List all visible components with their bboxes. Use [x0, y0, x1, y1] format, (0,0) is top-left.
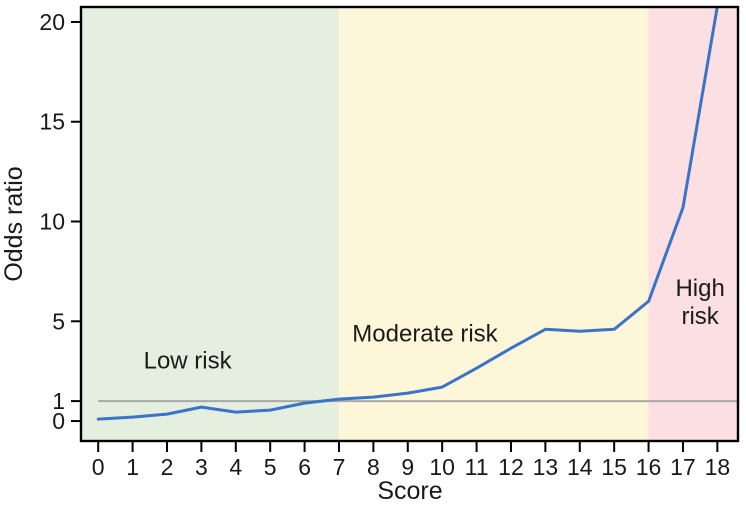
annotation-high-risk: risk: [681, 303, 719, 330]
x-tick-label: 5: [264, 454, 277, 480]
x-axis-title: Score: [377, 477, 442, 505]
x-tick-label: 13: [533, 454, 559, 480]
odds-ratio-trend-line: [96, 7, 719, 421]
y-tick-label: 0: [52, 408, 65, 434]
y-tick-label: 5: [52, 308, 65, 334]
x-tick-label: 8: [367, 454, 380, 480]
y-tick-label: 20: [39, 9, 65, 35]
x-tick-label: 6: [298, 454, 311, 480]
x-tick-label: 11: [465, 454, 489, 480]
x-tick-label: 3: [195, 454, 208, 480]
y-tick-label: 1: [52, 388, 65, 414]
x-tick-label: 14: [567, 454, 593, 480]
annotation-low-risk: Low risk: [144, 348, 233, 375]
y-tick-label: 15: [39, 109, 65, 135]
x-tick-label: 7: [333, 454, 346, 480]
x-tick-label: 15: [601, 454, 627, 480]
axis-ticks: [71, 20, 719, 452]
x-tick-label: 18: [705, 454, 731, 480]
annotation-high-risk: High: [675, 275, 724, 302]
x-tick-label: 12: [498, 454, 524, 480]
risk-regions: [81, 7, 738, 441]
y-tick-label: 10: [39, 209, 65, 235]
x-tick-label: 17: [670, 454, 696, 480]
y-axis-title: Odds ratio: [0, 166, 28, 281]
risk-region-moderate-risk: [338, 7, 649, 441]
x-tick-label: 2: [161, 454, 174, 480]
plot-border: [79, 5, 740, 443]
x-tick-label: 0: [92, 454, 105, 480]
risk-region-low-risk: [81, 7, 339, 441]
x-tick-label: 1: [126, 454, 139, 480]
risk-region-high-risk: [648, 7, 738, 441]
x-tick-label: 16: [636, 454, 662, 480]
x-tick-label: 9: [401, 454, 414, 480]
x-tick-label: 4: [229, 454, 242, 480]
trend-line-layer: [96, 7, 719, 421]
annotation-moderate-risk: Moderate risk: [352, 321, 498, 348]
x-tick-label: 10: [429, 454, 455, 480]
